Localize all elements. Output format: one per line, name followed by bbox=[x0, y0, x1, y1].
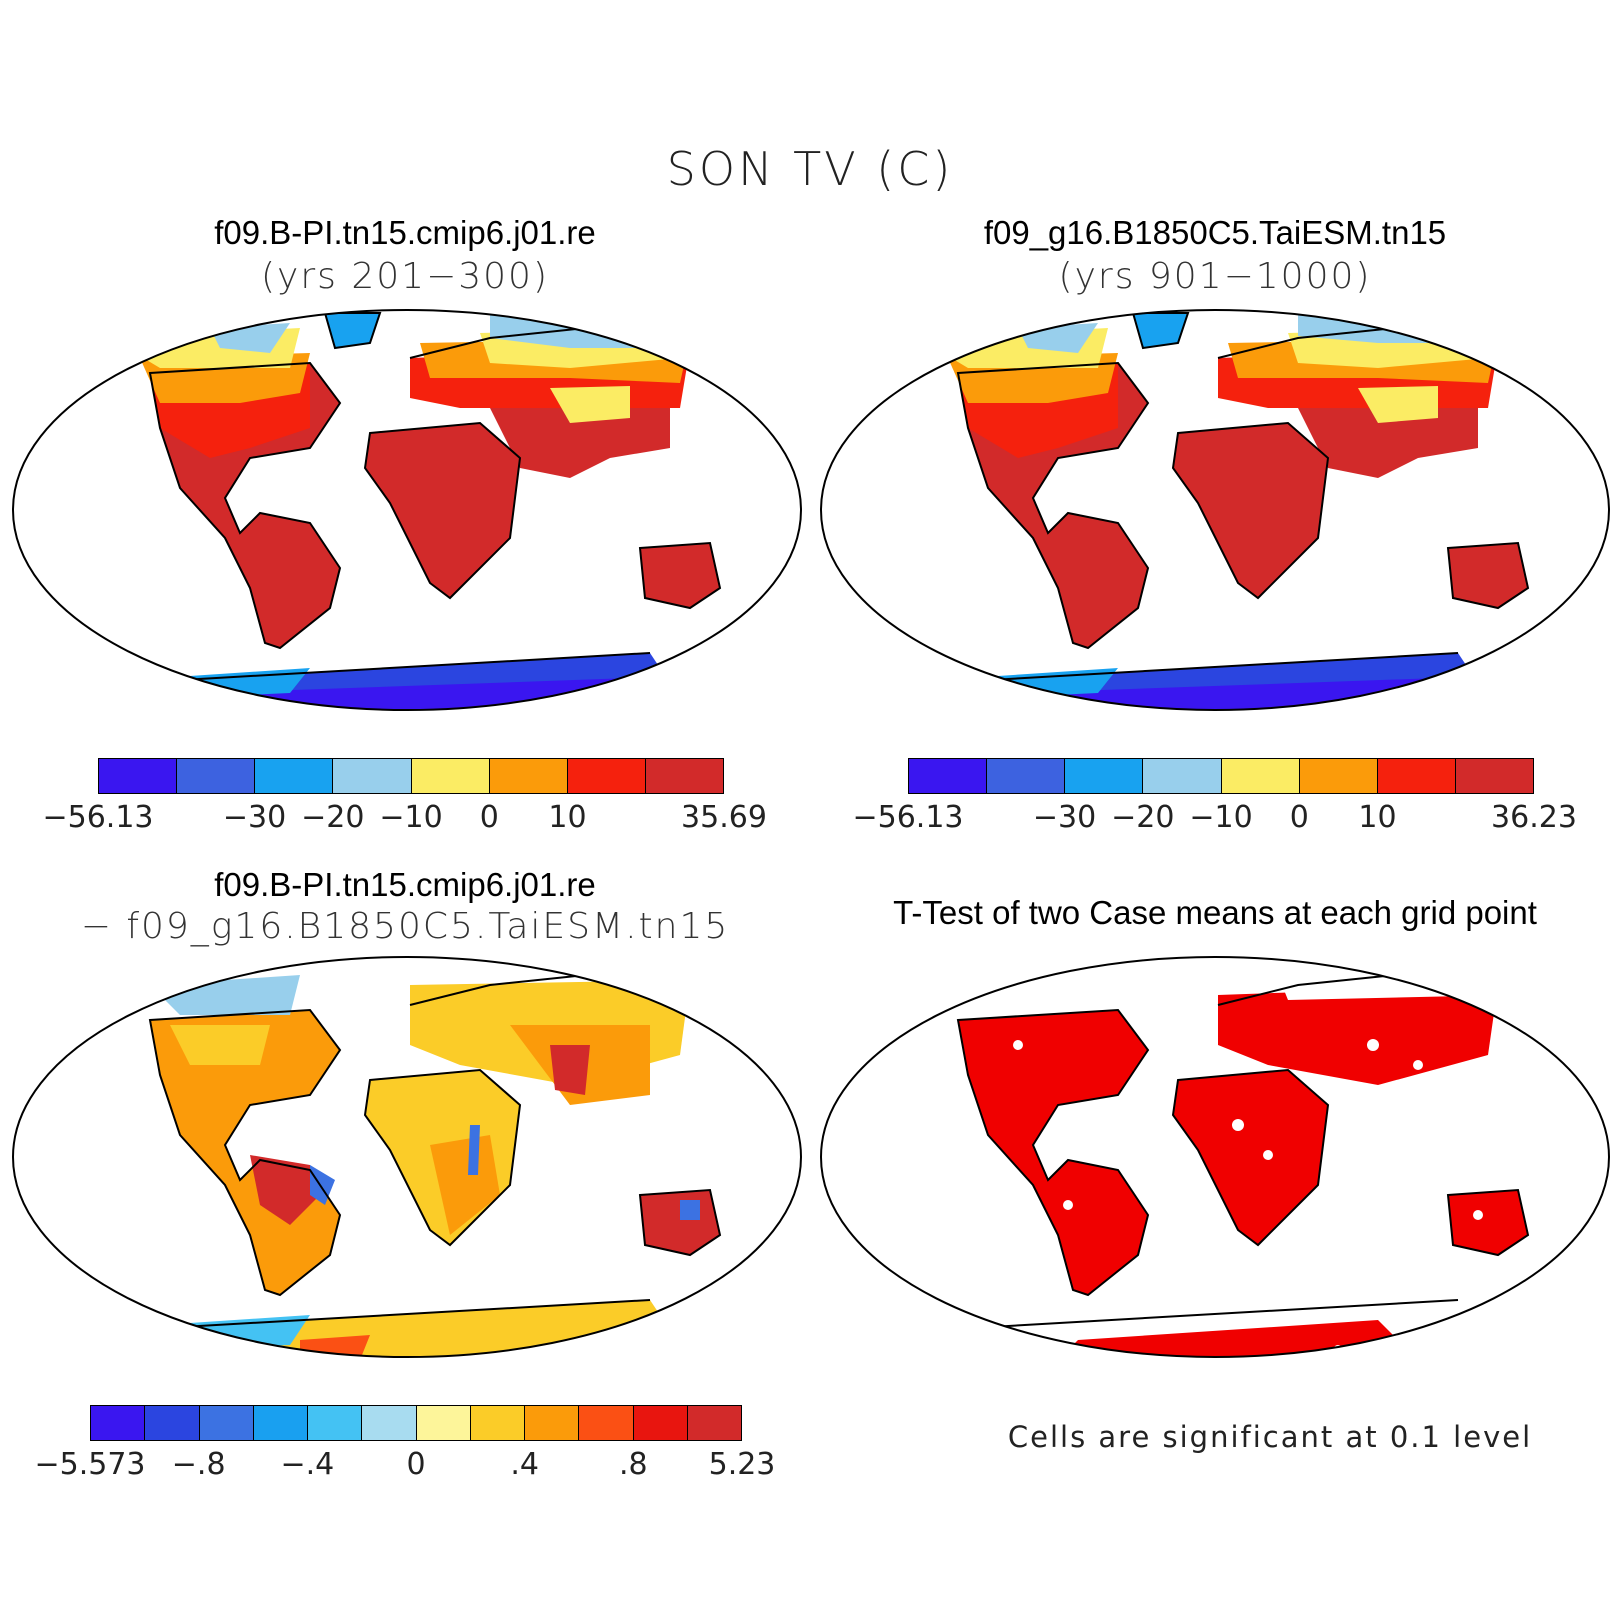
cbar2-tick-label: −10 bbox=[1189, 800, 1253, 835]
cbar1-swatch bbox=[567, 759, 646, 793]
cbar3-swatch bbox=[91, 1406, 146, 1440]
cbar3-swatch bbox=[470, 1406, 525, 1440]
cbar3-swatch bbox=[525, 1406, 580, 1440]
cbar3-tick-label: 0 bbox=[406, 1447, 426, 1482]
map2-land bbox=[918, 313, 1538, 710]
map-panel-3 bbox=[12, 956, 802, 1358]
cbar3-swatch bbox=[199, 1406, 254, 1440]
cbar1-swatch bbox=[99, 759, 178, 793]
cbar1-swatch bbox=[411, 759, 490, 793]
cbar3-tick-label: 5.23 bbox=[708, 1447, 776, 1482]
cbar2-tick-label: 10 bbox=[1358, 800, 1397, 835]
map2-border bbox=[820, 309, 1610, 711]
cbar1-swatch bbox=[255, 759, 334, 793]
colorbar-panel-3 bbox=[90, 1405, 742, 1441]
panel4-title: T-Test of two Case means at each grid po… bbox=[893, 894, 1537, 931]
cbar1-tick-label: −20 bbox=[301, 800, 365, 835]
cbar2-tick-label: 0 bbox=[1289, 800, 1309, 835]
cbar3-tick-label: .4 bbox=[510, 1447, 539, 1482]
cbar2-swatch bbox=[1299, 759, 1378, 793]
cbar2-swatch bbox=[1221, 759, 1300, 793]
cbar2-swatch bbox=[987, 759, 1066, 793]
map4-border bbox=[820, 956, 1610, 1358]
cbar1-tick-label: 10 bbox=[548, 800, 587, 835]
cbar2-tick-label: 36.23 bbox=[1491, 800, 1577, 835]
colorbar-panel-1 bbox=[98, 758, 724, 794]
cbar3-tick-label: −.8 bbox=[171, 1447, 226, 1482]
cbar1-swatch bbox=[333, 759, 412, 793]
cbar3-swatch bbox=[308, 1406, 363, 1440]
cbar2-tick-label: −20 bbox=[1111, 800, 1175, 835]
cbar3-swatch bbox=[362, 1406, 417, 1440]
map-panel-2 bbox=[820, 309, 1610, 711]
cbar1-swatch bbox=[489, 759, 568, 793]
cbar2-swatch bbox=[1455, 759, 1533, 793]
map1-border bbox=[12, 309, 802, 711]
panel2-subtitle: (yrs 901−1000) bbox=[1058, 256, 1372, 297]
map3-land bbox=[110, 975, 720, 1357]
map3-border bbox=[12, 956, 802, 1358]
cbar1-tick-label: −30 bbox=[222, 800, 287, 835]
cbar3-swatch bbox=[253, 1406, 308, 1440]
panel1-subtitle: (yrs 201−300) bbox=[261, 256, 549, 297]
cbar1-tick-label: 0 bbox=[479, 800, 499, 835]
cbar2-tick-label: −56.13 bbox=[852, 800, 964, 835]
cbar2-swatch bbox=[1065, 759, 1144, 793]
significance-note: Cells are significant at 0.1 level bbox=[1007, 1420, 1533, 1454]
map4-significant-cells bbox=[958, 965, 1528, 1357]
cbar1-swatch bbox=[177, 759, 256, 793]
cbar1-tick-label: 35.69 bbox=[681, 800, 767, 835]
cbar3-swatch bbox=[416, 1406, 471, 1440]
map-panel-4 bbox=[820, 956, 1610, 1358]
main-title: SON TV (C) bbox=[666, 142, 954, 196]
panel2-title: f09_g16.B1850C5.TaiESM.tn15 bbox=[983, 214, 1447, 251]
panel1-title: f09.B-PI.tn15.cmip6.j01.re bbox=[214, 214, 596, 251]
cbar3-swatch bbox=[633, 1406, 688, 1440]
cbar2-swatch bbox=[1377, 759, 1456, 793]
cbar3-tick-label: .8 bbox=[619, 1447, 648, 1482]
cbar3-tick-label: −.4 bbox=[280, 1447, 335, 1482]
cbar1-tick-label: −10 bbox=[379, 800, 443, 835]
cbar3-swatch bbox=[579, 1406, 634, 1440]
cbar1-tick-label: −56.13 bbox=[42, 800, 154, 835]
cbar3-swatch bbox=[687, 1406, 741, 1440]
colorbar-panel-2 bbox=[908, 758, 1534, 794]
map-panel-1 bbox=[12, 309, 802, 711]
cbar2-swatch bbox=[909, 759, 988, 793]
panel3-subtitle: − f09_g16.B1850C5.TaiESM.tn15 bbox=[80, 906, 730, 947]
cbar2-tick-label: −30 bbox=[1032, 800, 1097, 835]
cbar3-swatch bbox=[145, 1406, 200, 1440]
cbar2-swatch bbox=[1143, 759, 1222, 793]
panel3-title: f09.B-PI.tn15.cmip6.j01.re bbox=[214, 866, 596, 903]
cbar1-swatch bbox=[645, 759, 723, 793]
cbar3-tick-label: −5.573 bbox=[34, 1447, 146, 1482]
